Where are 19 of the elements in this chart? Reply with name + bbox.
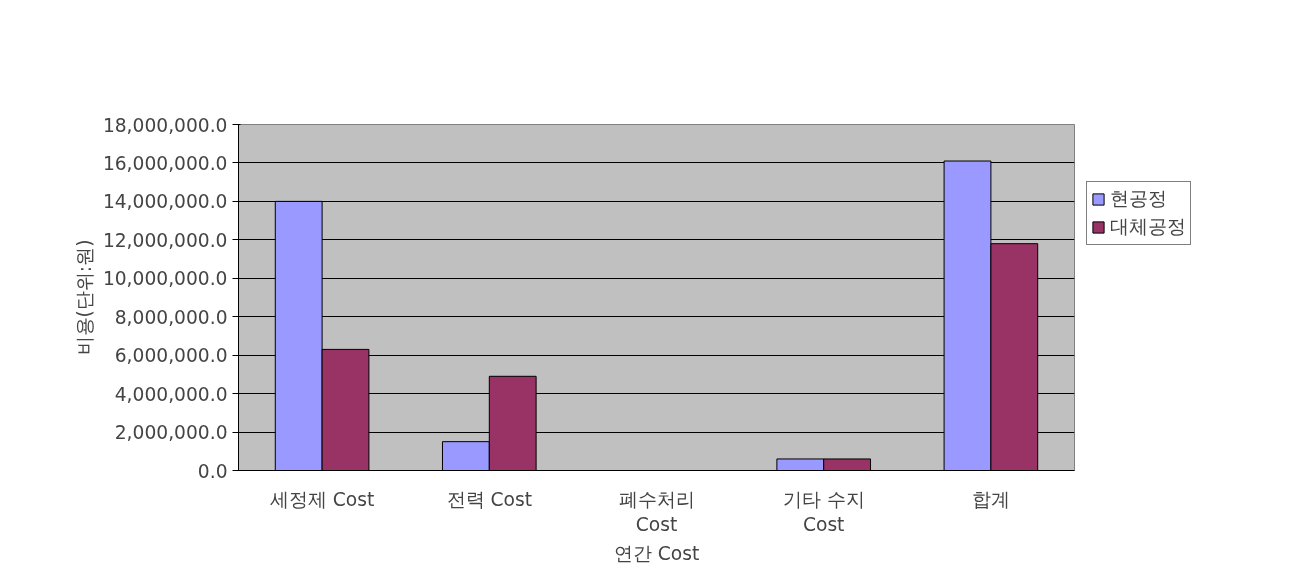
y-tick-label: 4,000,000.0 (114, 383, 228, 405)
x-axis-title: 연간 Cost (613, 542, 700, 564)
y-axis-title: 비용(단위:원) (73, 239, 95, 356)
legend-label: 현공정 (1110, 187, 1167, 211)
y-tick-label: 0.0 (197, 460, 228, 482)
y-tick-label: 18,000,000.0 (102, 114, 228, 136)
x-tick-label: 전력 Cost (446, 488, 532, 510)
x-tick-label: 폐수처리 Cost (618, 488, 695, 535)
y-tick-label: 12,000,000.0 (102, 229, 228, 251)
y-tick-label: 16,000,000.0 (102, 152, 228, 174)
y-tick-label: 14,000,000.0 (102, 191, 228, 213)
y-tick-label: 2,000,000.0 (114, 422, 228, 444)
legend-label: 대체공정 (1110, 215, 1186, 239)
y-tick-label: 6,000,000.0 (114, 345, 228, 367)
y-tick-label: 10,000,000.0 (102, 268, 228, 290)
x-tick-label: 기타 수지 Cost (782, 488, 865, 535)
x-tick-label: 세정제 Cost (269, 488, 375, 510)
y-tick-label: 8,000,000.0 (114, 306, 228, 328)
x-tick-label: 합계 (971, 488, 1010, 510)
